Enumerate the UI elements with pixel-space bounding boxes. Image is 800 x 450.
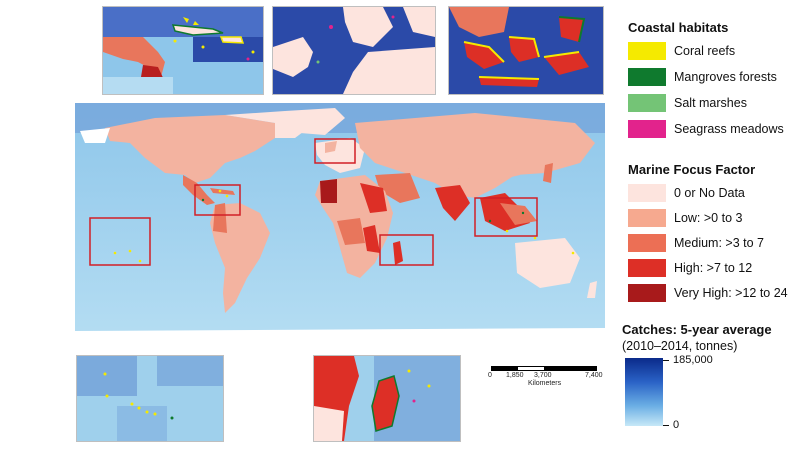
legend-item-mff-very-high: Very High: >12 to 24	[628, 283, 788, 303]
catches-title: Catches: 5-year average	[622, 322, 772, 337]
mff-very-high-swatch	[628, 284, 666, 302]
catches-colorbar	[625, 358, 663, 426]
central-america	[183, 175, 215, 205]
mff-medium-label: Medium: >3 to 7	[674, 236, 764, 250]
coral-reefs-label: Coral reefs	[674, 44, 736, 58]
mff-low-label: Low: >0 to 3	[674, 211, 743, 225]
colorbar-tick-bottom	[663, 425, 669, 426]
inset-southeast-asia	[448, 6, 604, 95]
scale-tick-3: 7,400	[585, 372, 603, 379]
highlight-box-north-sea	[314, 138, 356, 164]
mff-low-swatch	[628, 209, 666, 227]
highlight-box-pacific-islands	[89, 217, 151, 266]
legend-item-salt-marshes: Salt marshes	[628, 93, 747, 113]
highlight-box-southeast-asia	[474, 197, 538, 237]
salt-marshes-label: Salt marshes	[674, 96, 747, 110]
catches-subtitle: (2010–2014, tonnes)	[622, 339, 738, 353]
inset-north-sea	[272, 6, 436, 95]
north-america	[105, 115, 275, 183]
salt-marshes-swatch	[628, 94, 666, 112]
mff-0-swatch	[628, 184, 666, 202]
highlight-box-caribbean	[194, 184, 241, 216]
inset-north-sea-map	[273, 7, 435, 94]
mff-high-swatch	[628, 259, 666, 277]
marine-focus-factor-title: Marine Focus Factor	[628, 162, 756, 177]
catches-min-label: 0	[673, 419, 680, 431]
legend-item-mff-0: 0 or No Data	[628, 183, 745, 203]
coastal-habitats-title: Coastal habitats	[628, 20, 729, 35]
mangroves-label: Mangroves forests	[674, 70, 777, 84]
world-map	[75, 103, 605, 348]
inset-pacific-islands-map	[77, 356, 223, 441]
legend-item-mff-medium: Medium: >3 to 7	[628, 233, 764, 253]
coral-reefs-swatch	[628, 42, 666, 60]
seagrass-swatch	[628, 120, 666, 138]
seagrass-label: Seagrass meadows	[674, 122, 784, 136]
inset-pacific-islands	[76, 355, 224, 442]
inset-southeast-asia-map	[449, 7, 603, 94]
highlight-box-madagascar	[379, 234, 434, 266]
legend-item-seagrass: Seagrass meadows	[628, 119, 784, 139]
catches-max-label: 185,000	[673, 354, 713, 366]
scale-tick-0: 0	[488, 372, 492, 379]
mff-high-label: High: >7 to 12	[674, 261, 753, 275]
scale-bar: 0 1,850 3,700 7,400 Kilometers	[488, 360, 603, 390]
scale-unit: Kilometers	[528, 380, 562, 387]
legend-item-mangroves: Mangroves forests	[628, 67, 777, 87]
mff-medium-swatch	[628, 234, 666, 252]
inset-madagascar	[313, 355, 461, 442]
colorbar-tick-top	[663, 360, 669, 361]
inset-caribbean-map	[103, 7, 263, 94]
legend-item-mff-low: Low: >0 to 3	[628, 208, 742, 228]
mff-very-high-label: Very High: >12 to 24	[674, 286, 788, 300]
scale-tick-1: 1,850	[506, 372, 524, 379]
legend-item-coral-reefs: Coral reefs	[628, 41, 735, 61]
scale-tick-2: 3,700	[534, 372, 552, 379]
india	[435, 185, 470, 221]
mangroves-swatch	[628, 68, 666, 86]
legend-item-mff-high: High: >7 to 12	[628, 258, 752, 278]
australia	[515, 238, 580, 288]
mff-0-label: 0 or No Data	[674, 186, 745, 200]
world-map-svg	[75, 103, 605, 348]
inset-caribbean	[102, 6, 264, 95]
inset-madagascar-map	[314, 356, 460, 441]
scale-bar-line	[491, 366, 597, 371]
